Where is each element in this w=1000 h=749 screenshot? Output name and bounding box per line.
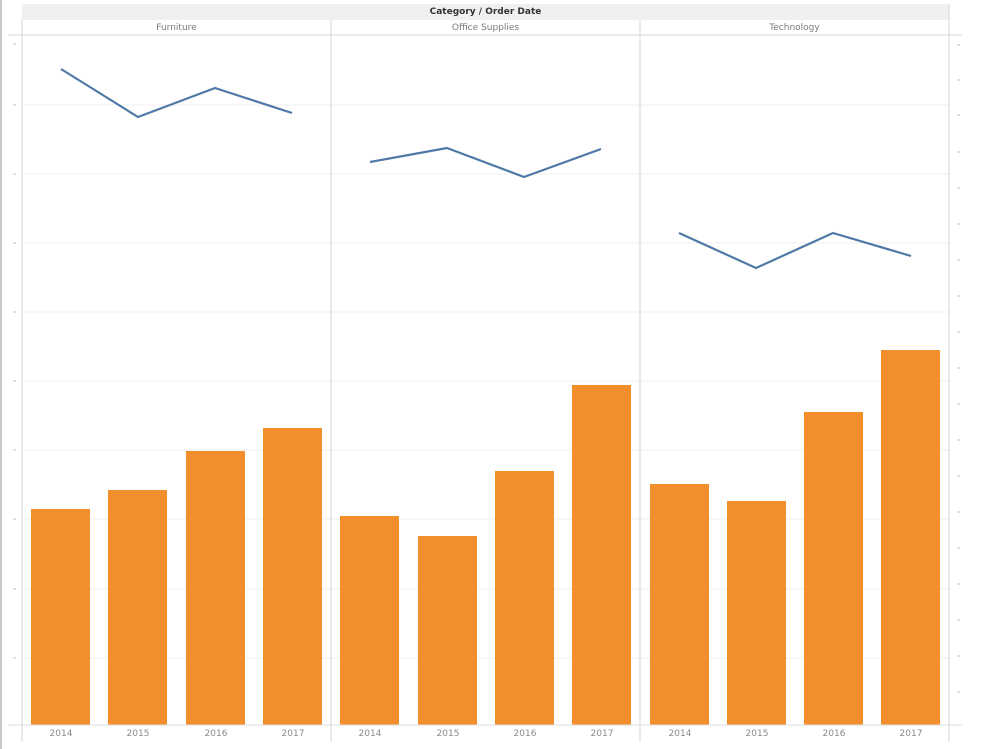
bar-office-supplies-2016 [495, 471, 554, 725]
bar-series [31, 350, 940, 725]
bar-technology-2017 [881, 350, 940, 725]
x-tick-office-supplies-2015: 2015 [436, 729, 460, 739]
x-tick-furniture-2016: 2016 [204, 729, 228, 739]
x-tick-furniture-2017: 2017 [281, 729, 305, 739]
column-header-band [22, 4, 949, 20]
bar-technology-2016 [804, 412, 863, 725]
x-tick-technology-2014: 2014 [668, 729, 692, 739]
x-tick-office-supplies-2016: 2016 [513, 729, 537, 739]
right-axis-ticks [957, 44, 960, 726]
panel-label-furniture: Furniture [156, 23, 197, 33]
bar-office-supplies-2017 [572, 385, 631, 725]
x-tick-office-supplies-2017: 2017 [590, 729, 614, 739]
window-left-border [0, 0, 2, 749]
line-series [60, 68, 912, 270]
bar-technology-2014 [650, 484, 709, 725]
bar-office-supplies-2015 [418, 536, 477, 725]
gridlines [22, 104, 949, 659]
bar-office-supplies-2014 [340, 516, 399, 725]
bar-furniture-2015 [108, 490, 167, 725]
bar-furniture-2014 [31, 509, 90, 725]
panel-label-technology: Technology [769, 23, 820, 33]
panel-label-office-supplies: Office Supplies [451, 23, 520, 33]
x-tick-technology-2015: 2015 [745, 729, 769, 739]
bar-furniture-2016 [186, 451, 245, 725]
left-axis-ticks [13, 43, 16, 726]
line-furniture [60, 68, 293, 119]
line-office-supplies [369, 146, 602, 179]
x-tick-furniture-2014: 2014 [49, 729, 73, 739]
x-tick-office-supplies-2014: 2014 [358, 729, 382, 739]
x-tick-technology-2017: 2017 [899, 729, 923, 739]
bar-technology-2015 [727, 501, 786, 725]
bar-furniture-2017 [263, 428, 322, 725]
x-tick-technology-2016: 2016 [822, 729, 846, 739]
panel-dividers [21, 4, 950, 742]
line-technology [678, 231, 912, 270]
column-header-title: Category / Order Date [429, 7, 542, 17]
x-tick-furniture-2015: 2015 [126, 729, 150, 739]
